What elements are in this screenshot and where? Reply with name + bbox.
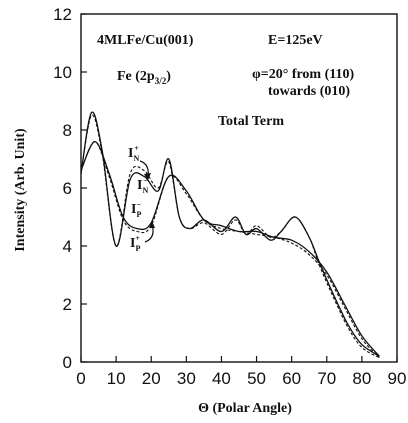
x-tick-label: 20 [142, 369, 161, 388]
sample-label: 4MLFe/Cu(001) [97, 33, 194, 48]
angle-line-1: φ=20° from (110) [252, 67, 354, 82]
core-level-main: Fe (2p [117, 69, 155, 84]
axis-ticks: 0 10 20 30 40 50 60 70 80 90 0 2 4 6 8 10 12 [53, 5, 406, 388]
series-line-2 [80, 140, 380, 357]
series-line-1 [80, 111, 380, 357]
curve-label-in-plus: IN+ [128, 144, 151, 180]
series-line-3 [80, 114, 380, 359]
svg-text:IP+: IP+ [130, 234, 140, 253]
x-tick-label: 80 [352, 369, 371, 388]
series-line-4 [80, 141, 380, 358]
x-tick-label: 30 [177, 369, 196, 388]
x-tick-label: 60 [282, 369, 301, 388]
total-term-label: Total Term [218, 114, 284, 129]
y-tick-label: 12 [53, 5, 72, 24]
x-axis-label: Θ (Polar Angle) [198, 401, 292, 416]
curve-label-in-minus: IN− [137, 176, 148, 195]
y-tick-label: 2 [63, 295, 72, 314]
y-tick-label: 10 [53, 63, 72, 82]
x-tick-label: 90 [388, 369, 407, 388]
x-tick-label: 70 [317, 369, 336, 388]
core-level-sub: 3/2 [155, 76, 167, 86]
y-tick-label: 8 [63, 121, 72, 140]
y-tick-label: 6 [63, 179, 72, 198]
svg-text:IP−: IP− [131, 200, 141, 219]
x-tick-label: 40 [212, 369, 231, 388]
svg-text:IN−: IN− [137, 176, 148, 195]
data-curves [80, 111, 380, 359]
x-tick-label: 0 [76, 369, 85, 388]
x-tick-label: 10 [107, 369, 126, 388]
energy-label: E=125eV [268, 33, 323, 48]
x-tick-label: 50 [247, 369, 266, 388]
curve-label-ip-plus: IP+ [130, 221, 155, 253]
angle-line-2: towards (010) [268, 84, 350, 99]
y-tick-label: 0 [63, 353, 72, 372]
curve-label-ip-minus: IP− [131, 200, 141, 219]
core-level-close: ) [166, 69, 171, 84]
y-axis-label: Intensity (Arb. Unit) [13, 128, 28, 252]
core-level-label: Fe (2p3/2) [117, 69, 171, 86]
svg-text:IN+: IN+ [128, 144, 139, 163]
y-tick-label: 4 [63, 237, 72, 256]
